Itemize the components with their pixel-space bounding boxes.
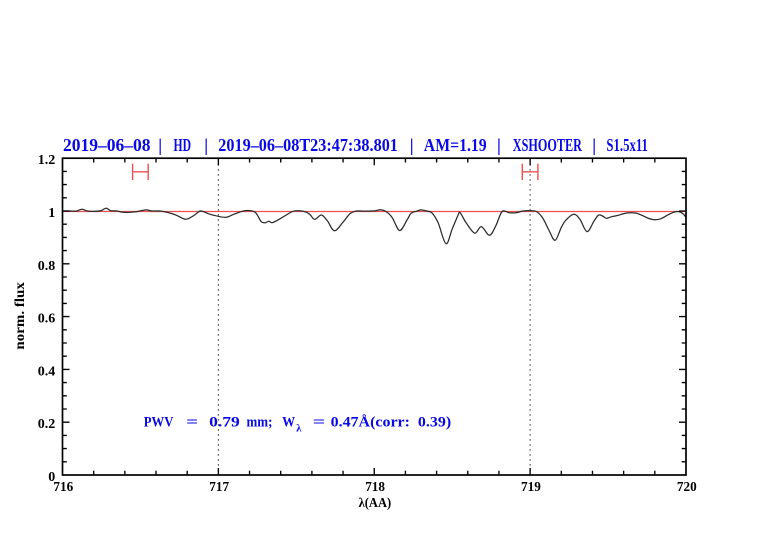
svg-text:=: = (313, 415, 326, 431)
svg-text:mm;: mm; (247, 415, 273, 431)
svg-text:716: 716 (53, 480, 73, 495)
svg-text:0.79: 0.79 (209, 415, 240, 431)
svg-text:S1.5x11: S1.5x11 (606, 135, 648, 155)
svg-text:0.2: 0.2 (38, 417, 56, 432)
svg-text:0.8: 0.8 (38, 259, 56, 274)
svg-text:W: W (282, 415, 295, 431)
svg-text:|: | (158, 135, 162, 155)
svg-text:717: 717 (209, 480, 229, 495)
svg-text:0.47Å(corr: 0.39): 0.47Å(corr: 0.39) (331, 415, 452, 431)
svg-text:0: 0 (48, 470, 55, 485)
svg-text:2019–06–08T23:47:38.801: 2019–06–08T23:47:38.801 (218, 135, 398, 155)
svg-text:norm. flux: norm. flux (13, 282, 28, 350)
svg-text:AM=1.19: AM=1.19 (424, 135, 487, 155)
svg-text:PWV: PWV (144, 415, 174, 431)
svg-text:|: | (204, 135, 208, 155)
svg-text:HD: HD (174, 135, 192, 155)
svg-text:719: 719 (521, 480, 541, 495)
svg-text:2019–06–08: 2019–06–08 (63, 135, 151, 155)
svg-text:1: 1 (48, 206, 55, 221)
svg-text:=: = (186, 415, 198, 431)
svg-text:0.6: 0.6 (38, 312, 56, 327)
svg-text:|: | (497, 135, 501, 155)
svg-text:XSHOOTER: XSHOOTER (513, 135, 582, 155)
svg-text:718: 718 (365, 480, 385, 495)
svg-text:λ(AA): λ(AA) (359, 495, 392, 510)
svg-text:720: 720 (677, 480, 697, 495)
svg-text:0.4: 0.4 (38, 364, 56, 379)
svg-text:1.2: 1.2 (38, 153, 56, 168)
svg-text:|: | (592, 135, 596, 155)
svg-text:λ: λ (296, 424, 302, 435)
svg-text:|: | (410, 135, 414, 155)
